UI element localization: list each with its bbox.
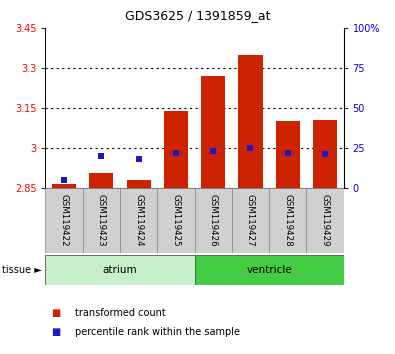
Text: GDS3625 / 1391859_at: GDS3625 / 1391859_at: [125, 10, 270, 22]
Bar: [45, 188, 83, 253]
Text: GSM119429: GSM119429: [320, 194, 329, 247]
Bar: [157, 188, 194, 253]
Bar: [232, 188, 269, 253]
Bar: [83, 188, 120, 253]
Text: GSM119422: GSM119422: [60, 194, 69, 247]
Text: GSM119425: GSM119425: [171, 194, 181, 247]
Bar: [201, 76, 225, 188]
Text: GSM119426: GSM119426: [209, 194, 218, 247]
Text: percentile rank within the sample: percentile rank within the sample: [75, 327, 240, 337]
Bar: [269, 188, 307, 253]
Text: ■: ■: [51, 327, 60, 337]
Bar: [126, 180, 151, 188]
Bar: [120, 188, 157, 253]
Text: GSM119423: GSM119423: [97, 194, 106, 247]
Bar: [89, 173, 113, 188]
Text: transformed count: transformed count: [75, 308, 166, 318]
Text: GSM119428: GSM119428: [283, 194, 292, 247]
Bar: [238, 55, 263, 188]
Bar: [313, 120, 337, 188]
Bar: [194, 255, 344, 285]
Text: tissue ►: tissue ►: [2, 265, 42, 275]
Bar: [307, 188, 344, 253]
Text: ventricle: ventricle: [246, 265, 292, 275]
Bar: [276, 121, 300, 188]
Text: atrium: atrium: [103, 265, 137, 275]
Bar: [52, 184, 76, 188]
Text: GSM119424: GSM119424: [134, 194, 143, 247]
Text: ■: ■: [51, 308, 60, 318]
Text: GSM119427: GSM119427: [246, 194, 255, 247]
Bar: [194, 188, 232, 253]
Bar: [164, 111, 188, 188]
Bar: [45, 255, 194, 285]
